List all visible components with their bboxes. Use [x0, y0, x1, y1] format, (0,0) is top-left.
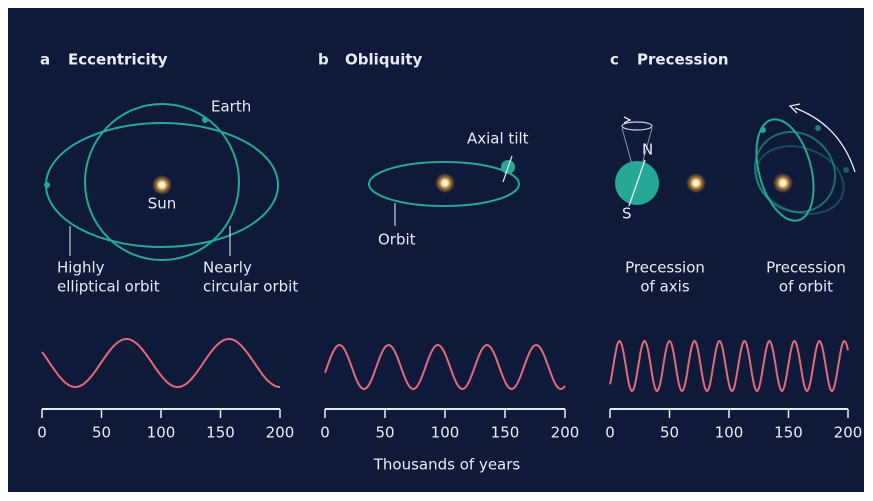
tick-label: 150: [491, 424, 520, 442]
earth-dot: [760, 127, 766, 133]
label: N: [642, 141, 653, 159]
axis-label: Thousands of years: [373, 456, 521, 474]
tick-label: 150: [206, 424, 235, 442]
tick-label: 0: [320, 424, 330, 442]
label: Nearly: [203, 259, 252, 277]
panel-letter: b: [318, 51, 329, 69]
earth-dot: [202, 117, 208, 123]
label: of axis: [640, 278, 689, 296]
background: [8, 8, 864, 492]
orbit: [368, 161, 520, 207]
tick-label: 0: [605, 424, 615, 442]
sun: [435, 173, 455, 193]
cycle-curve: [41, 338, 280, 388]
label: Precession: [766, 259, 846, 277]
tick-label: 100: [431, 424, 460, 442]
tick-label: 50: [660, 424, 679, 442]
cycle-curve: [324, 343, 566, 391]
sun: [686, 173, 706, 193]
label: elliptical orbit: [57, 278, 160, 296]
label: Sun: [148, 195, 177, 213]
tilt-axis: [502, 155, 513, 183]
label: of orbit: [779, 278, 833, 296]
tick-label: 150: [774, 424, 803, 442]
sun: [773, 173, 793, 193]
panel-title: Precession: [637, 51, 729, 69]
tick-label: 50: [375, 424, 394, 442]
tick-label: 100: [715, 424, 744, 442]
tick-label: 200: [551, 424, 580, 442]
tick-label: 100: [147, 424, 176, 442]
panel-letter: a: [40, 51, 50, 69]
label: Axial tilt: [467, 130, 529, 148]
panel-title: Eccentricity: [68, 51, 168, 69]
earth-dot: [843, 167, 849, 173]
tick-label: 0: [37, 424, 47, 442]
arrow-head: [788, 103, 801, 114]
label: Earth: [211, 98, 251, 116]
tick-label: 200: [266, 424, 295, 442]
arrow: [623, 116, 632, 124]
panel-letter: c: [610, 51, 619, 69]
tick-label: 200: [834, 424, 863, 442]
cycle-curve: [609, 339, 849, 393]
label: S: [622, 205, 632, 223]
label: Orbit: [378, 231, 416, 249]
label: Highly: [57, 259, 105, 277]
circular-orbit: [84, 103, 240, 261]
earth-dot: [44, 182, 50, 188]
arrow: [794, 107, 856, 173]
earth-axis: [628, 159, 646, 207]
sun: [152, 175, 172, 195]
tick-label: 50: [92, 424, 111, 442]
panel-title: Obliquity: [345, 51, 423, 69]
orbit: [755, 118, 815, 222]
label: Precession: [625, 259, 705, 277]
earth-dot: [815, 125, 821, 131]
cone-top: [621, 121, 653, 131]
label: circular orbit: [203, 278, 298, 296]
